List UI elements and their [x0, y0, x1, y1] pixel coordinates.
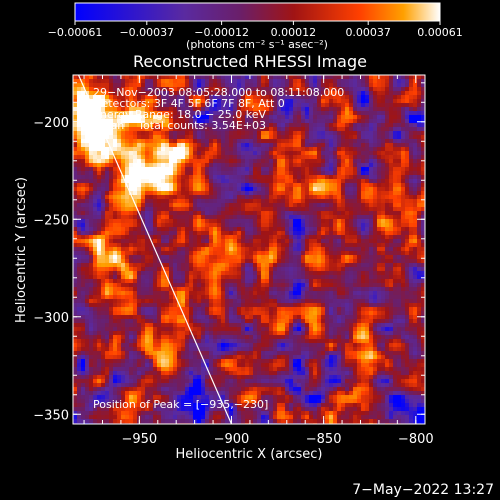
- annotation-total-counts: Clean Total counts: 3.54E+03: [93, 119, 266, 132]
- annotation-energy-range: Energy Range: 18.0 − 25.0 keV: [93, 108, 267, 121]
- plot-frame: [72, 74, 426, 425]
- x-tick-label: −850: [306, 432, 342, 447]
- y-axis-label: Heliocentric Y (arcsec): [14, 177, 29, 323]
- footer-date: 7−May−2022 13:27: [352, 482, 494, 498]
- y-tick-label: −350: [33, 408, 69, 423]
- colorbar-tick-label: 0.00037: [345, 26, 391, 39]
- annotation-detectors: Detectors: 3F 4F 5F 6F 7F 8F, Att 0: [93, 97, 285, 110]
- x-tick-label: −800: [398, 432, 434, 447]
- colorbar: [74, 2, 441, 22]
- annotation-time-range: 29−Nov−2003 08:05:28.000 to 08:11:08.000: [93, 86, 344, 99]
- heatmap-image: [73, 75, 425, 424]
- y-tick-label: −200: [33, 116, 69, 131]
- y-tick-label: −250: [33, 213, 69, 228]
- colorbar-tick-label: 0.00012: [271, 26, 317, 39]
- colorbar-tick-label: −0.00037: [119, 26, 174, 39]
- peak-position-label: Position of Peak = [−935,−230]: [93, 398, 268, 411]
- annotation-block: 29−Nov−2003 08:05:28.000 to 08:11:08.000…: [93, 86, 344, 132]
- colorbar-tick-label: −0.00012: [194, 26, 249, 39]
- colorbar-ticks: [74, 21, 441, 25]
- x-axis-label: Heliocentric X (arcsec): [176, 447, 323, 462]
- colorbar-unit-label: (photons cm⁻² s⁻¹ asec⁻²): [186, 38, 328, 51]
- x-tick-label: −950: [121, 432, 157, 447]
- x-axis-ticks: −950 −900 −850 −800: [83, 75, 434, 447]
- colorbar-labels: −0.00061 −0.00037 −0.00012 0.00012 0.00037 0.…: [48, 26, 463, 39]
- y-axis-ticks: −200 −250 −300 −350: [33, 82, 425, 423]
- x-tick-label: −900: [214, 432, 250, 447]
- colorbar-tick-label: 0.00061: [417, 26, 463, 39]
- solar-limb-line: [77, 75, 233, 424]
- y-tick-label: −300: [33, 311, 69, 326]
- colorbar-tick-label: −0.00061: [48, 26, 103, 39]
- chart-title: Reconstructed RHESSI Image: [133, 52, 367, 71]
